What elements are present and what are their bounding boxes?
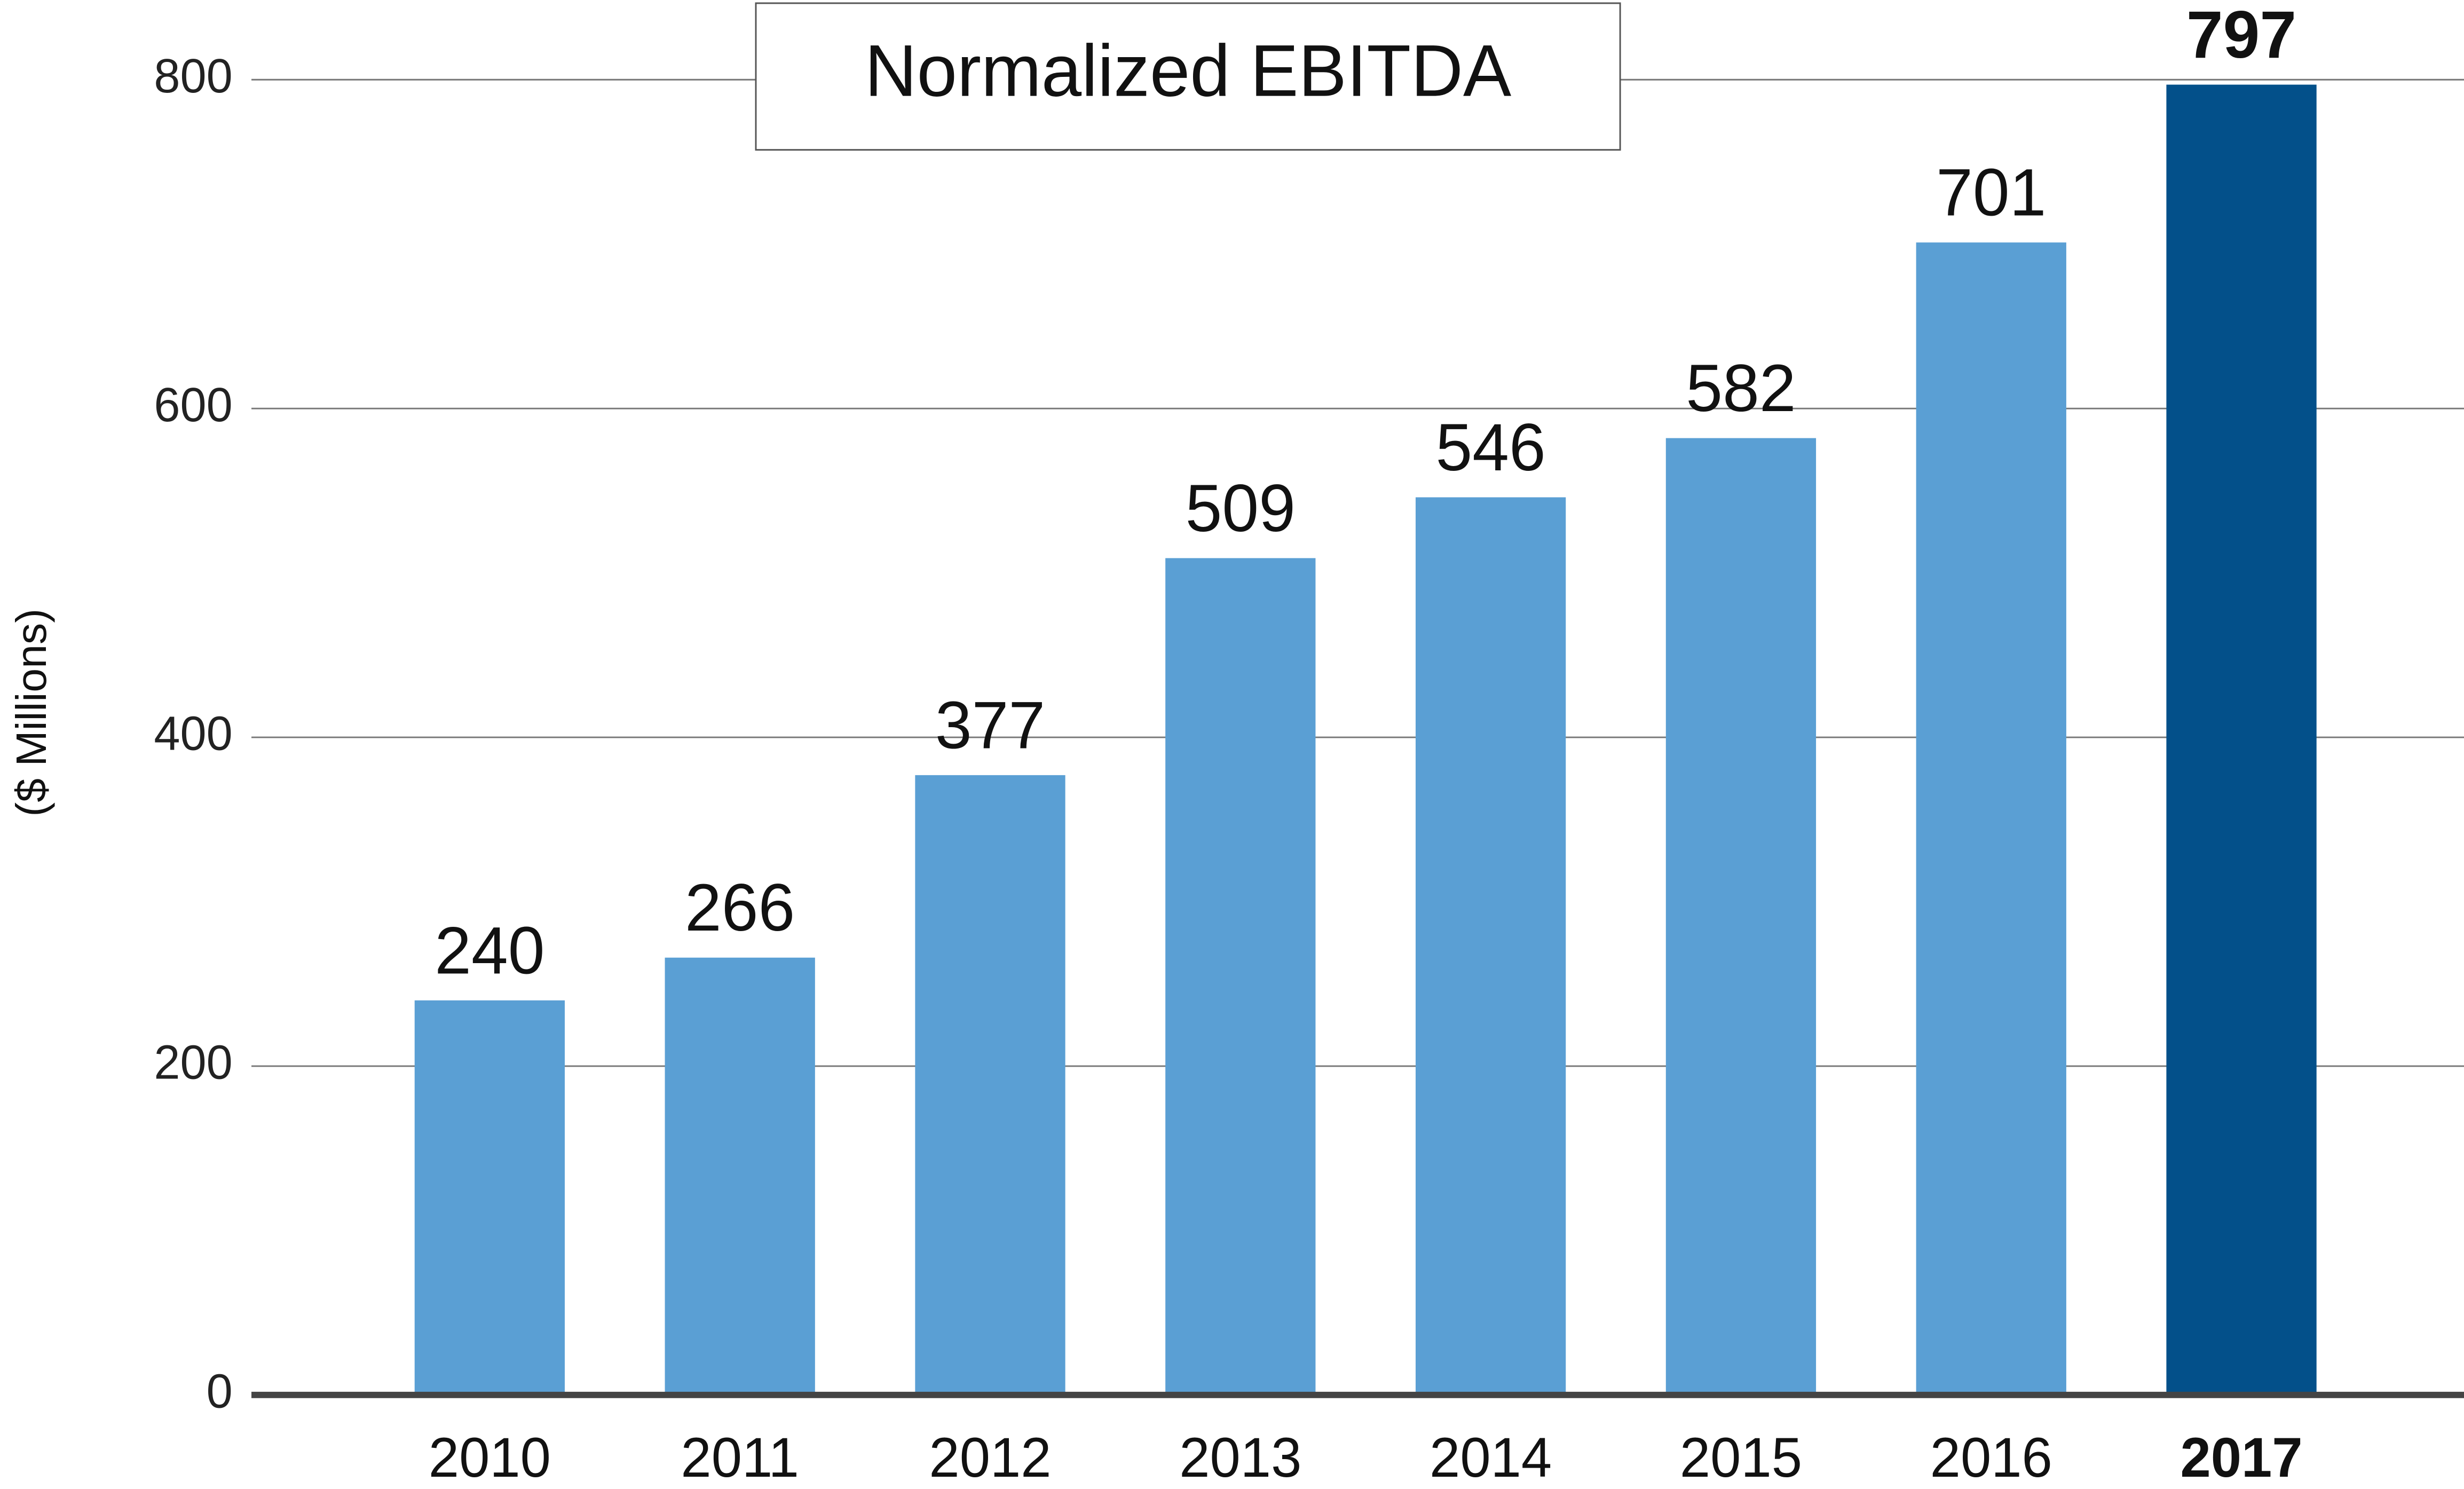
bar bbox=[2166, 84, 2317, 1395]
bar bbox=[1916, 242, 2066, 1395]
x-tick-label: 2010 bbox=[429, 1426, 551, 1488]
y-tick-label: 400 bbox=[154, 706, 232, 760]
value-label: 266 bbox=[685, 870, 795, 945]
y-tick-label: 0 bbox=[207, 1364, 233, 1418]
bar bbox=[1415, 497, 1566, 1395]
bar bbox=[1665, 438, 1817, 1395]
x-tick-label: 2015 bbox=[1680, 1426, 1802, 1488]
bar bbox=[1165, 558, 1316, 1395]
bar bbox=[414, 1000, 565, 1395]
title-box bbox=[755, 2, 1621, 151]
bar bbox=[915, 775, 1065, 1395]
x-tick-label: 2016 bbox=[1930, 1426, 2052, 1488]
value-label: 701 bbox=[1936, 155, 2046, 230]
value-label: 240 bbox=[435, 913, 544, 988]
value-label: 797 bbox=[2186, 0, 2296, 72]
x-tick-label: 2012 bbox=[929, 1426, 1051, 1488]
chart-title: Normalized EBITDA bbox=[865, 30, 1511, 112]
value-label: 509 bbox=[1186, 471, 1296, 546]
x-tick-label: 2014 bbox=[1430, 1426, 1552, 1488]
value-label: 546 bbox=[1436, 410, 1546, 485]
y-tick-label: 200 bbox=[154, 1035, 232, 1089]
y-tick-label: 800 bbox=[154, 49, 232, 103]
value-label: 377 bbox=[935, 688, 1045, 763]
y-axis-label: ($ Millions) bbox=[7, 609, 54, 817]
x-tick-label: 2013 bbox=[1179, 1426, 1301, 1488]
x-tick-label: 2011 bbox=[681, 1426, 799, 1488]
bar bbox=[665, 957, 815, 1395]
value-label: 582 bbox=[1686, 351, 1796, 426]
y-tick-label: 600 bbox=[154, 377, 232, 431]
x-tick-label: 2017 bbox=[2180, 1426, 2302, 1488]
